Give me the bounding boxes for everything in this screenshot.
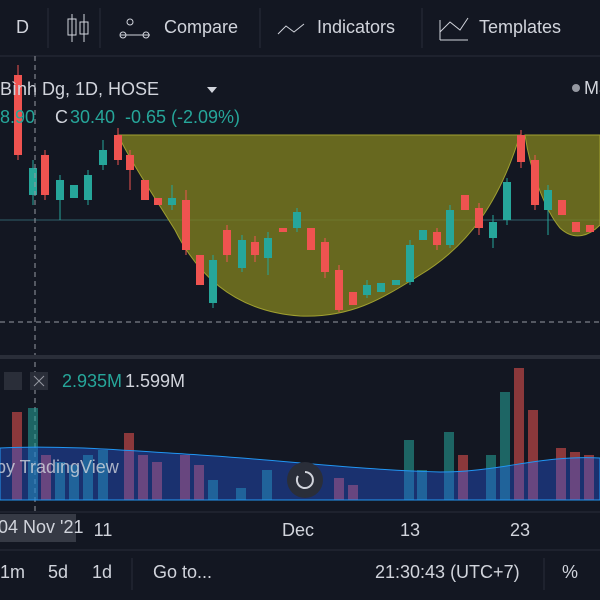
range-button[interactable]: 1m [0,562,25,582]
volume-ma-value: 1.599M [125,371,185,391]
volume-pane: 2.935M 1.599M by TradingView [0,368,600,501]
goto-button[interactable]: Go to... [153,562,212,582]
time-label: 13 [400,520,420,540]
volume-value: 2.935M [62,371,122,391]
change-value: -0.65 (-2.09%) [125,107,240,127]
close-icon [33,375,45,387]
compare-icon[interactable] [119,18,150,39]
volume-bars [12,368,594,500]
reset-icon [295,471,314,489]
watermark: by TradingView [0,457,120,477]
indicators-button[interactable]: Indicators [317,17,395,37]
time-label: Dec [282,520,314,540]
time-axis: 04 Nov '21 11 Dec 13 23 [0,511,600,542]
pane-separator [0,355,600,359]
templates-icon[interactable] [439,17,469,41]
symbol-title[interactable]: Bình Dg, 1D, HOSE [0,79,159,99]
clock: 21:30:43 (UTC+7) [375,562,520,582]
cursor-date: 04 Nov '21 [0,517,84,537]
legend-right: Ma [584,78,600,98]
close-value: 30.40 [70,107,115,127]
time-label: 11 [94,520,113,540]
price-pane: Bình Dg, 1D, HOSE 8.90 C 30.40 -0.65 (-2… [0,65,600,323]
reset-button[interactable] [287,462,323,498]
open-value: 8.90 [0,107,35,127]
symbol-dropdown[interactable] [207,87,217,93]
bottom-bar: 1m 5d 1d Go to... 21:30:43 (UTC+7) % [0,549,600,590]
range-button[interactable]: 5d [48,562,68,582]
range-button[interactable]: 1d [92,562,112,582]
candles [14,65,594,312]
close-label: C [55,107,68,127]
toolbar: D Compare Indicators Templates [0,8,600,57]
interval-button[interactable]: D [16,17,29,37]
settings-button[interactable] [4,372,22,390]
chart-type-icon[interactable] [67,14,89,42]
indicators-icon[interactable] [277,23,305,35]
cursor-date-box [0,514,76,542]
compare-button[interactable]: Compare [164,17,238,37]
templates-button[interactable]: Templates [479,17,561,37]
time-label: 23 [510,520,530,540]
percent-button[interactable]: % [562,562,578,582]
status-dot [572,84,580,92]
